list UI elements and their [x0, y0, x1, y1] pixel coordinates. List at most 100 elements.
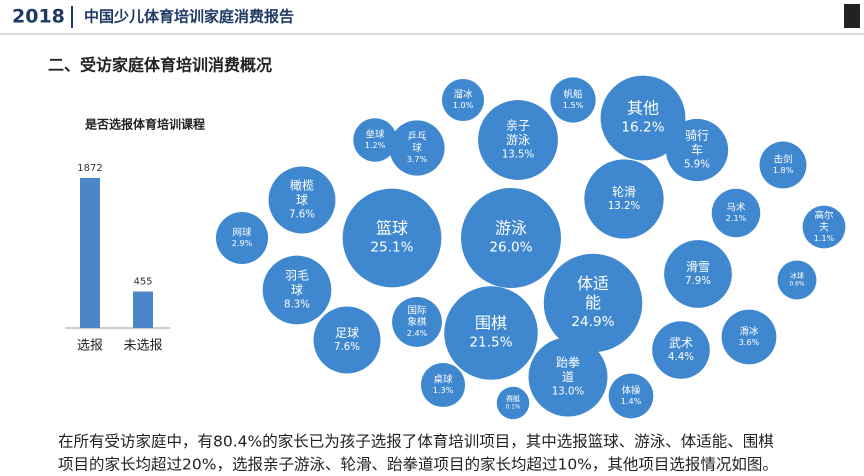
bubble: [652, 321, 710, 379]
bubble-value-label: 1.1%: [814, 234, 835, 243]
bubble-label-line: 桌球: [433, 373, 453, 385]
bar: [80, 178, 100, 328]
bubble: [802, 205, 846, 249]
section-title: 二、受访家庭体育培训消费概况: [48, 56, 272, 75]
bubble-label: 跆拳道: [556, 354, 580, 383]
bubble-label-line: 滑冰: [739, 325, 759, 337]
bubble-label-line: 跆拳: [556, 354, 580, 369]
bubble-label: 击剑: [773, 153, 792, 165]
bubble-value-label: 1.3%: [433, 386, 454, 395]
bubble: [389, 120, 445, 176]
bubble-label: 篮球: [376, 218, 408, 237]
bubble-label-line: 羽毛: [285, 268, 309, 282]
bubble-value-label: 7.9%: [685, 276, 711, 287]
bubble-value-label: 26.0%: [489, 240, 532, 256]
bubble-label-line: 高尔: [814, 209, 834, 221]
bubble-value-label: 1.2%: [365, 141, 386, 150]
bubble-label-line: 赛艇: [506, 394, 520, 403]
bubble-label: 国际象棋: [407, 305, 427, 327]
bubble-label-line: 围棋: [475, 313, 507, 332]
bubble-value-label: 3.7%: [407, 155, 428, 164]
bubble-label-line: 道: [562, 370, 574, 384]
bubble-value-label: 1.4%: [621, 397, 642, 406]
bubble: [608, 373, 654, 419]
bubble: [665, 118, 729, 182]
bubble: [759, 141, 807, 189]
bubble: [268, 166, 336, 234]
bubble-value-label: 13.2%: [608, 201, 641, 212]
bubble-label-line: 夫: [819, 221, 829, 233]
bar-value-label: 455: [133, 277, 152, 288]
bubble-label: 滑雪: [686, 259, 710, 273]
bubble-label: 其他: [627, 98, 659, 117]
bubble-label-line: 球: [296, 193, 308, 207]
bar-value-label: 1872: [77, 163, 102, 174]
bubble-label-line: 体操: [621, 384, 641, 396]
bubble-label: 骑行车: [685, 128, 709, 156]
bubble: [478, 100, 558, 180]
bubble: [711, 188, 761, 238]
bubble-label-line: 乒乓: [407, 130, 427, 142]
bubble-label: 冰球: [790, 271, 804, 280]
bubble-label-line: 亲子: [506, 118, 530, 132]
bubble-value-label: 1.8%: [773, 166, 794, 175]
x-tick-label: 未选报: [123, 339, 162, 354]
bubble: [721, 309, 777, 365]
bubble-value-label: 16.2%: [621, 120, 664, 136]
bubble-label-line: 网球: [232, 226, 252, 238]
bubble-label-line: 武术: [669, 335, 693, 349]
bubble-value-label: 5.9%: [684, 159, 710, 170]
bubble-value-label: 21.5%: [469, 335, 512, 351]
bubble-label: 围棋: [475, 313, 507, 332]
bubble-value-label: 2.4%: [407, 329, 428, 338]
bubble: [528, 337, 608, 417]
bubble-label-line: 其他: [627, 98, 659, 117]
bubble-label: 轮滑: [612, 184, 636, 198]
bubble-label: 网球: [232, 226, 252, 238]
bubble-label: 帆船: [563, 88, 583, 100]
bubble-label-line: 击剑: [773, 153, 792, 165]
logo: [844, 4, 860, 28]
bar: [133, 291, 153, 328]
bubble-label: 桌球: [433, 373, 453, 385]
bubble-value-label: 24.9%: [571, 314, 614, 330]
bubble-label: 游泳: [495, 218, 527, 237]
bubble-label: 赛艇: [506, 394, 520, 403]
bubble-value-label: 7.6%: [334, 342, 360, 353]
bubble-label-line: 轮滑: [612, 184, 636, 198]
bubble-label-line: 国际: [407, 305, 427, 316]
bubble: [313, 306, 381, 374]
bubble: [444, 286, 538, 380]
bubble-label-line: 橄榄: [290, 177, 314, 192]
bubble-label-line: 足球: [335, 325, 359, 339]
bubble-value-label: 7.6%: [289, 209, 315, 220]
bubble-value-label: 1.0%: [453, 101, 474, 110]
bubble: [664, 240, 732, 308]
header-title: 中国少儿体育培训家庭消费报告: [84, 8, 294, 26]
bubble-label: 垒球: [365, 128, 385, 140]
bubble-value-label: 3.6%: [739, 338, 760, 347]
bubble: [215, 211, 269, 265]
bubble: [353, 118, 397, 162]
bubble-label-line: 帆船: [563, 88, 583, 100]
bubble-label: 橄榄球: [290, 177, 314, 206]
bubble-label: 体操: [621, 384, 641, 396]
bubble-label-line: 游泳: [506, 133, 530, 147]
bubble-label: 乒乓球: [407, 130, 427, 153]
bubble: [342, 188, 442, 288]
x-tick-label: 选报: [77, 339, 103, 354]
bubble: [392, 297, 442, 347]
bubble-value-label: 2.9%: [232, 239, 253, 248]
bubble-value-label: 0.6%: [789, 281, 804, 288]
bubble-value-label: 2.1%: [726, 214, 747, 223]
header-year: 2018: [12, 6, 65, 28]
bubble-label-line: 游泳: [495, 218, 527, 237]
bubble: [600, 75, 686, 161]
bubble-value-label: 1.5%: [563, 101, 584, 110]
bubble-value-label: 4.4%: [668, 352, 694, 363]
bubble-label-line: 篮球: [376, 218, 408, 237]
bubble-label-line: 体适: [577, 273, 609, 292]
bubble: [496, 386, 530, 420]
bubble-label-line: 车: [691, 142, 703, 157]
